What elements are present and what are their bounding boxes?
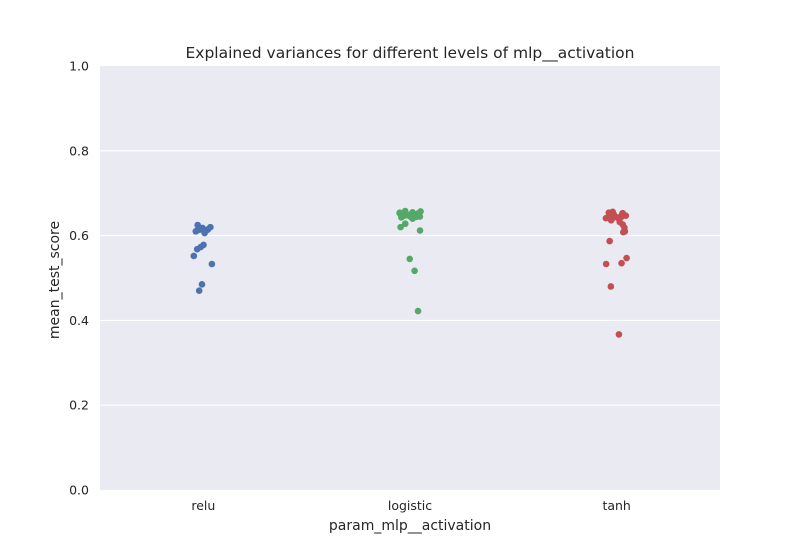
- data-point-tanh: [619, 228, 627, 236]
- data-point-logistic: [398, 214, 405, 221]
- x-axis-label: param_mlp__activation: [329, 518, 491, 534]
- x-tick-labels: relu logistic tanh: [191, 498, 631, 513]
- data-point-relu: [195, 287, 203, 295]
- y-tick-label: 0.2: [69, 398, 89, 413]
- data-point-logistic: [401, 220, 409, 228]
- plot-area: [100, 66, 720, 490]
- data-point-relu: [193, 245, 201, 253]
- data-point-logistic: [397, 223, 404, 231]
- y-tick-label: 0.8: [69, 143, 89, 158]
- data-point-tanh: [602, 260, 610, 268]
- y-tick-labels: 0.0 0.2 0.4 0.6 0.8 1.0: [69, 59, 89, 498]
- x-tick-label: tanh: [602, 498, 630, 513]
- data-point-relu: [190, 252, 198, 260]
- data-point-logistic: [411, 267, 418, 275]
- y-tick-label: 0.0: [69, 483, 89, 498]
- y-tick-label: 1.0: [69, 59, 89, 74]
- data-point-logistic: [406, 255, 414, 263]
- data-point-relu: [201, 229, 208, 237]
- y-tick-label: 0.6: [69, 228, 89, 243]
- data-point-relu: [192, 228, 200, 235]
- y-axis-label: mean_test_score: [47, 221, 63, 339]
- data-point-tanh: [615, 331, 623, 338]
- x-tick-label: logistic: [388, 498, 432, 513]
- data-point-relu: [198, 281, 206, 288]
- y-tick-label: 0.4: [69, 313, 89, 328]
- data-point-tanh: [607, 217, 615, 224]
- data-point-relu: [208, 260, 216, 268]
- data-point-tanh: [606, 237, 613, 245]
- chart-title: Explained variances for different levels…: [185, 44, 634, 63]
- x-tick-label: relu: [191, 498, 215, 513]
- data-point-tanh: [602, 214, 610, 222]
- data-point-tanh: [618, 259, 625, 267]
- data-point-logistic: [416, 227, 424, 234]
- data-point-logistic: [414, 307, 422, 315]
- data-point-tanh: [607, 283, 615, 290]
- data-point-tanh: [623, 254, 630, 262]
- data-point-logistic: [409, 215, 416, 222]
- points-layer: [190, 207, 630, 338]
